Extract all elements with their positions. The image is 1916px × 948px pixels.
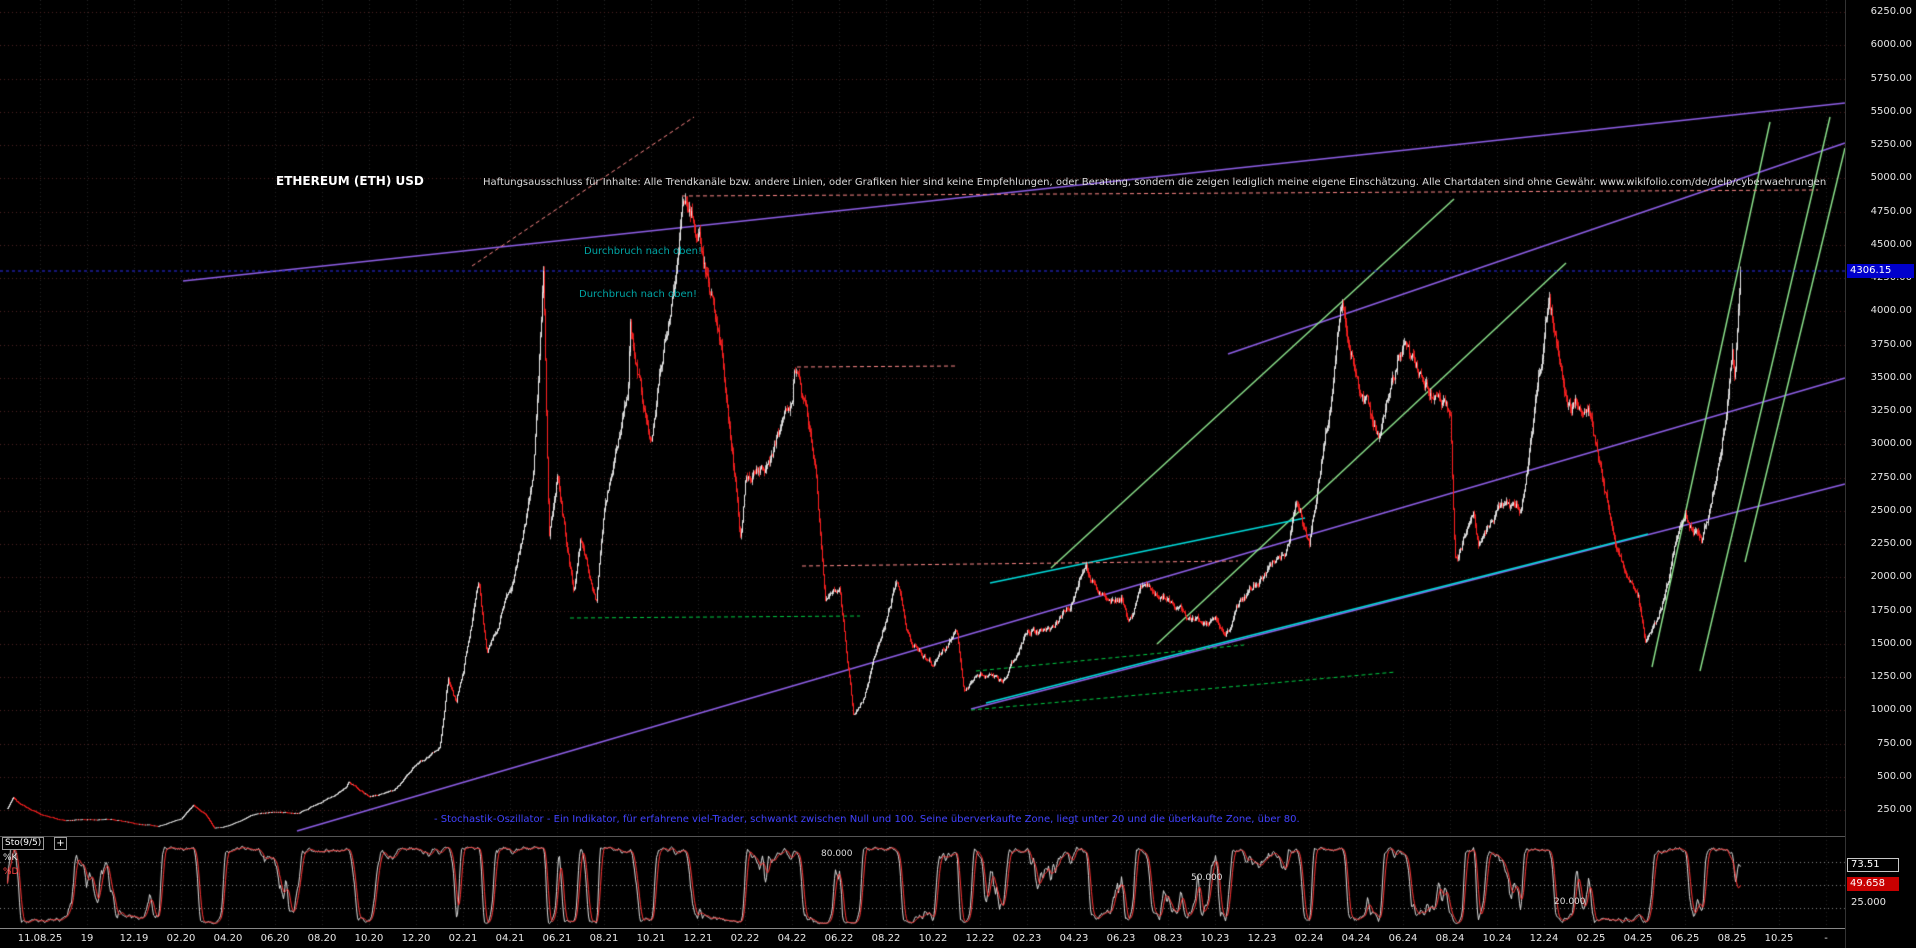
date-tick-label: 06.20 (260, 933, 290, 944)
date-tick-label: 04.21 (495, 933, 525, 944)
price-tick-label: 2000.00 (1870, 571, 1912, 583)
date-tick-label: 10.20 (354, 933, 384, 944)
oscillator-level-50-label: 50.000 (1191, 873, 1223, 883)
indicator-name-button[interactable]: Sto(9/5) (2, 837, 45, 850)
date-tick-label: 02.25 (1576, 933, 1606, 944)
price-tick-label: 5250.00 (1870, 139, 1912, 150)
date-tick-label: 12.24 (1529, 933, 1559, 944)
date-tick-label: 08.24 (1435, 933, 1465, 944)
price-tick-label: 2250.00 (1870, 538, 1912, 549)
indicator-add-icon[interactable]: + (54, 837, 67, 850)
oscillator-level-80-label: 80.000 (821, 849, 853, 859)
date-tick-label: 04.22 (777, 933, 807, 944)
date-tick-label: 10.24 (1482, 933, 1512, 944)
price-tick-label: 4750.00 (1870, 205, 1912, 217)
date-tick-label: 11.08.25 (17, 933, 63, 944)
date-tick-label: 04.23 (1059, 933, 1089, 944)
price-tick-label: 4500.00 (1870, 238, 1912, 250)
date-tick-label: 19 (80, 933, 94, 944)
date-tick-label: 06.22 (824, 933, 854, 944)
price-tick-label: 1500.00 (1870, 637, 1912, 649)
price-tick-label: 5000.00 (1870, 172, 1912, 184)
date-tick-label: 10.25 (1764, 933, 1794, 944)
date-tick-label: 06.21 (542, 933, 572, 944)
price-tick-label: 500.00 (1877, 770, 1912, 782)
price-tick-label: 1750.00 (1870, 604, 1912, 616)
stochastic-description: - Stochastik-Oszillator - Ein Indikator,… (434, 814, 1300, 825)
date-tick-label: 12.21 (683, 933, 713, 944)
price-tick-label: 3250.00 (1870, 405, 1912, 416)
date-tick-label: 04.25 (1623, 933, 1653, 944)
price-tick-label: 750.00 (1877, 737, 1912, 749)
disclaimer-text: Haftungsausschluss für Inhalte: Alle Tre… (483, 177, 1827, 188)
date-tick-label: 02.23 (1012, 933, 1042, 944)
date-tick-label: 10.22 (918, 933, 948, 944)
date-tick-label: 08.23 (1153, 933, 1183, 944)
price-tick-label: 3000.00 (1870, 438, 1912, 450)
annotation-breakout-lower: Durchbruch nach oben! (579, 289, 698, 300)
price-tick-label: 5750.00 (1870, 72, 1912, 84)
price-tick-label: 3750.00 (1870, 338, 1912, 350)
date-tick-label: 08.20 (307, 933, 337, 944)
price-axis[interactable]: 6250.00 6000.00 5750.00 5500.00 5250.00 5000.… (1846, 0, 1916, 948)
date-tick-label: 02.24 (1294, 933, 1324, 944)
oscillator-level-20-label: 20.000 (1554, 897, 1586, 907)
date-tick-label: 06.23 (1106, 933, 1136, 944)
price-tick-label: 1250.00 (1870, 671, 1912, 682)
date-tick-label: 12.19 (119, 933, 149, 944)
chart-title: ETHEREUM (ETH) USD (276, 174, 424, 188)
date-tick-label: 08.22 (871, 933, 901, 944)
date-tick-label: 10.21 (636, 933, 666, 944)
price-tick-label: 5500.00 (1870, 105, 1912, 117)
date-tick-label: - (1824, 933, 1828, 944)
price-tick-label: 2750.00 (1870, 471, 1912, 483)
last-price-badge: 4306.15 (1847, 264, 1914, 278)
price-tick-label: 6250.00 (1870, 6, 1912, 17)
stoch-k-label: %K (3, 853, 18, 863)
date-tick-label: 12.22 (965, 933, 995, 944)
price-tick-label: 2500.00 (1870, 504, 1912, 516)
date-tick-label: 06.24 (1388, 933, 1418, 944)
date-tick-label: 10.23 (1200, 933, 1230, 944)
date-tick-label: 02.20 (166, 933, 196, 944)
date-tick-label: 04.24 (1341, 933, 1371, 944)
price-tick-label: 4000.00 (1870, 305, 1912, 317)
date-tick-label: 02.22 (730, 933, 760, 944)
price-tick-label: 1000.00 (1870, 704, 1912, 716)
date-tick-label: 08.25 (1717, 933, 1747, 944)
date-axis[interactable]: 11.08.25 19 12.19 02.20 04.20 06.20 08.20 10.20… (0, 933, 1916, 947)
price-axis-divider (1845, 0, 1846, 948)
price-tick-label: 250.00 (1877, 804, 1912, 815)
oscillator-level-25-label: 25.000 (1851, 897, 1886, 908)
stoch-k-value-badge: 73.51 (1847, 858, 1899, 872)
oscillator-top-divider (0, 836, 1845, 837)
date-tick-label: 12.23 (1247, 933, 1277, 944)
date-tick-label: 08.21 (589, 933, 619, 944)
price-tick-label: 3500.00 (1870, 371, 1912, 383)
date-tick-label: 04.20 (213, 933, 243, 944)
price-tick-label: 6000.00 (1870, 39, 1912, 51)
date-tick-label: 06.25 (1670, 933, 1700, 944)
date-tick-label: 12.20 (401, 933, 431, 944)
annotation-breakout-upper: Durchbruch nach oben! (584, 246, 703, 257)
date-tick-label: 02.21 (448, 933, 478, 944)
stoch-d-value-badge: 49.658 (1847, 877, 1899, 891)
stoch-d-label: %D (3, 867, 19, 877)
oscillator-bottom-divider (0, 928, 1845, 929)
